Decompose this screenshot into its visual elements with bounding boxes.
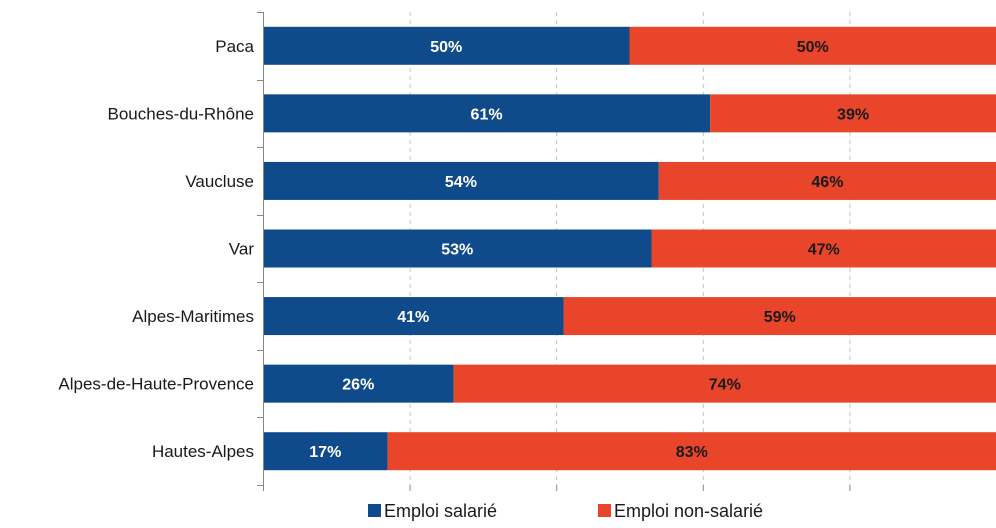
legend-swatch <box>368 504 381 517</box>
category-label: Vaucluse <box>185 172 254 191</box>
category-label: Alpes-de-Haute-Provence <box>58 375 254 394</box>
bar-segment <box>263 161 659 200</box>
bar-segment <box>263 229 652 268</box>
grid-lines <box>409 12 851 491</box>
data-label: 39% <box>837 106 869 123</box>
data-label: 50% <box>430 39 462 56</box>
category-label: Bouches-du-Rhône <box>108 104 254 123</box>
category-label: Var <box>229 240 255 259</box>
bar-segment <box>263 94 711 133</box>
legend-label: Emploi salarié <box>384 501 497 521</box>
y-axis <box>257 12 264 491</box>
data-label: 83% <box>676 444 708 461</box>
data-label: 53% <box>441 242 473 259</box>
bar-segment <box>658 161 996 200</box>
data-label: 47% <box>808 242 840 259</box>
bar-segment <box>263 26 630 65</box>
data-label: 41% <box>397 309 429 326</box>
value-labels: 50% 50% 61% 39% 54% 46% 53% 47% 41% 59% 26% 74% 17% 8… <box>309 39 869 461</box>
bar-segment <box>263 364 454 403</box>
data-label: 74% <box>709 377 741 394</box>
data-label: 54% <box>445 174 477 191</box>
bar-segment <box>651 229 996 268</box>
bar-segment <box>263 432 388 471</box>
category-label: Hautes-Alpes <box>152 442 254 461</box>
bar-segment <box>453 364 996 403</box>
bar-segment <box>629 26 996 65</box>
category-label: Alpes-Maritimes <box>132 307 254 326</box>
data-label: 46% <box>811 174 843 191</box>
data-label: 59% <box>764 309 796 326</box>
data-label: 50% <box>797 39 829 56</box>
bar-segment <box>710 94 996 133</box>
bar-segment <box>563 297 996 336</box>
bars <box>263 26 996 471</box>
legend-swatch <box>598 504 611 517</box>
data-label: 26% <box>342 377 374 394</box>
legend-label: Emploi non-salarié <box>614 501 763 521</box>
category-label: Paca <box>215 37 254 56</box>
bar-segment <box>263 297 564 336</box>
data-label: 17% <box>309 444 341 461</box>
category-labels: Paca Bouches-du-Rhône Vaucluse Var Alpes-Mar… <box>58 37 254 461</box>
data-label: 61% <box>471 106 503 123</box>
bar-segment <box>387 432 996 471</box>
legend: Emploi salarié Emploi non-salarié <box>368 501 763 521</box>
